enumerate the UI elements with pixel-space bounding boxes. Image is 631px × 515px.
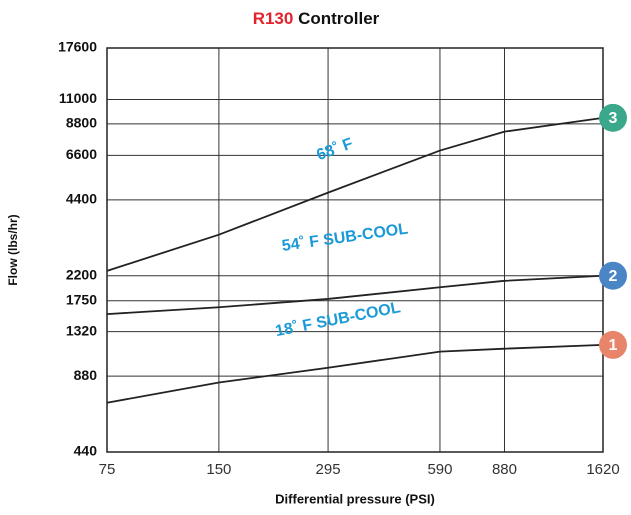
title-text: Controller (298, 9, 380, 28)
series-marker (599, 261, 627, 290)
series-marker-label: 3 (609, 110, 618, 127)
title-model: R130 (253, 9, 294, 28)
x-axis-label: Differential pressure (PSI) (275, 491, 435, 506)
y-tick-label: 880 (74, 367, 98, 383)
y-tick-label: 17600 (58, 39, 97, 55)
series-label: 18˚ F SUB-COOL (274, 299, 402, 340)
series-label: 54˚ F SUB-COOL (281, 220, 409, 255)
series-line (106, 116, 604, 272)
x-tick-label: 295 (316, 461, 341, 478)
plot-frame (106, 47, 604, 453)
x-tick-label: 75 (99, 461, 116, 478)
y-axis-label: Flow (lbs/hr) (6, 214, 20, 285)
y-tick-label: 6600 (66, 146, 97, 162)
series-marker-label: 1 (609, 337, 618, 354)
series-marker-label: 2 (609, 268, 618, 285)
series-line (106, 274, 604, 315)
y-tick-label: 2200 (66, 266, 97, 282)
y-tick-label: 440 (74, 443, 98, 459)
x-tick-label: 150 (206, 461, 231, 478)
x-tick-label: 590 (427, 461, 452, 478)
y-tick-label: 1750 (66, 292, 97, 308)
series-marker (599, 330, 627, 359)
y-tick-label: 8800 (66, 115, 97, 131)
x-tick-label: 880 (492, 461, 517, 478)
chart-title: R130 Controller (253, 9, 380, 28)
y-tick-label: 11000 (59, 90, 97, 106)
y-tick-label: 4400 (66, 191, 97, 207)
series-label: 68˚ F (314, 135, 355, 164)
series-marker (599, 103, 627, 132)
x-tick-label: 1620 (586, 461, 619, 478)
series-line (106, 343, 604, 404)
y-tick-label: 1320 (66, 322, 97, 338)
